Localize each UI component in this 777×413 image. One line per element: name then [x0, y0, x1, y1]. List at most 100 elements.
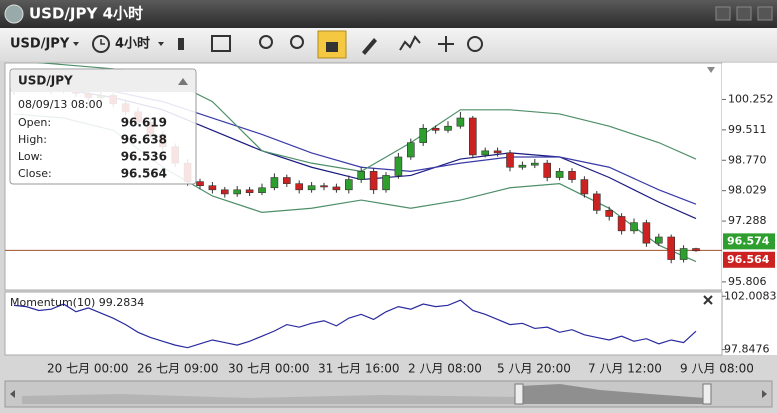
candle-body: [245, 189, 254, 193]
x-tick-label: 20 七月 00:00: [47, 362, 128, 376]
indicator-button[interactable]: [399, 35, 421, 51]
candle-body: [406, 142, 415, 158]
panel-menu[interactable]: [707, 67, 715, 73]
navigator-left-handle[interactable]: [514, 383, 524, 405]
info-value: 96.564: [121, 167, 167, 181]
candle-body: [431, 127, 440, 131]
candle-body: [221, 189, 229, 195]
info-value: 96.619: [121, 116, 167, 130]
candle-body: [357, 171, 366, 180]
y-tick-label: 97.8476: [724, 343, 770, 356]
candle-body: [320, 185, 328, 188]
maximize-button[interactable]: [736, 6, 752, 21]
crosshair-button[interactable]: [438, 36, 454, 52]
y-tick-label: 102.0083: [724, 289, 777, 302]
collapse-button[interactable]: [178, 78, 188, 85]
candle-body: [617, 216, 626, 232]
candle-body: [518, 164, 527, 168]
scroll-right[interactable]: [762, 390, 767, 398]
candle-body: [580, 179, 589, 195]
zoom-out-button[interactable]: [290, 35, 304, 49]
toolbar: [0, 28, 777, 61]
candle-body: [270, 177, 279, 189]
close-indicator[interactable]: [703, 295, 713, 305]
y-tick-label: 95.806: [728, 275, 767, 288]
info-box-frame: [9, 68, 197, 185]
info-label: Low:: [18, 150, 43, 163]
scroll-left[interactable]: [10, 390, 15, 398]
info-date: 08/09/13 08:00: [18, 98, 103, 111]
x-tick-label: 5 八月 20:00: [497, 362, 571, 376]
candle-body: [555, 171, 564, 178]
y-tick-label: 99.511: [728, 123, 767, 136]
candle-body: [332, 186, 341, 191]
candle-body: [258, 187, 266, 193]
dropdown-arrow: [73, 42, 79, 46]
chart-type-button[interactable]: [178, 38, 184, 50]
candle-body: [605, 210, 614, 217]
candle-body: [444, 125, 452, 131]
y-tick-label: 98.770: [728, 153, 767, 166]
y-tick-label: 98.029: [728, 184, 767, 197]
info-label: High:: [18, 133, 47, 146]
y-tick-label: 97.288: [728, 214, 767, 227]
candle-body: [481, 150, 490, 156]
candle-body: [630, 222, 638, 232]
candle-body: [642, 222, 651, 244]
momentum-label: Momentum(10) 99.2834: [10, 296, 144, 309]
minimize-button[interactable]: [715, 6, 731, 21]
navigator-right-handle[interactable]: [702, 383, 712, 405]
price-tag: [723, 233, 775, 250]
x-tick-label: 7 八月 12:00: [588, 362, 662, 376]
candle-body: [456, 117, 465, 127]
info-box-header: [11, 70, 195, 92]
navigator-window: [520, 384, 705, 404]
price-tag-label: 96.574: [727, 234, 770, 247]
candle-body: [208, 185, 217, 191]
candle-body: [369, 171, 378, 191]
price-tag: [723, 251, 775, 268]
candle-body: [382, 175, 390, 191]
candle-body: [307, 185, 316, 191]
x-tick-label: 2 八月 08:00: [408, 362, 482, 376]
info-rows: Open: 96.619 High: 96.638 Low: 96.536 Close: 96…: [18, 116, 167, 181]
info-value: 96.638: [121, 133, 167, 147]
window-title: USD/JPY 4小时: [29, 5, 143, 23]
dropdown-arrow: [158, 42, 164, 46]
close-button[interactable]: [757, 6, 773, 21]
refresh-button[interactable]: [467, 36, 483, 52]
candle-body: [295, 183, 304, 191]
lock-icon: [326, 42, 338, 52]
title-bar: [0, 0, 777, 28]
candle-body: [196, 181, 204, 187]
price-axis: [722, 63, 777, 355]
layout-button[interactable]: [211, 35, 231, 52]
draw-tool-button[interactable]: [362, 38, 377, 55]
candle-body: [468, 117, 477, 156]
x-tick-label: 31 七月 16:00: [318, 362, 399, 376]
info-title: USD/JPY: [18, 74, 73, 88]
navigator-history: [22, 394, 520, 404]
axes: 100.252 99.511 98.770 98.029 97.288 95.806102…: [47, 92, 777, 375]
zoom-in-button[interactable]: [259, 35, 273, 49]
symbol-selector[interactable]: USD/JPY: [10, 37, 70, 52]
candle-body: [233, 189, 241, 195]
candle-body: [493, 150, 502, 154]
candle-body: [568, 171, 576, 180]
clock-icon[interactable]: [92, 35, 110, 53]
candle-body: [692, 248, 700, 252]
info-box: USD/JPY 08/09/13 08:00 Open: 96.619 High: 9…: [9, 68, 197, 185]
candle-body: [679, 248, 688, 260]
y-tick-label: 100.252: [728, 92, 774, 105]
momentum-line: [13, 299, 697, 349]
candle-body: [543, 162, 552, 178]
info-value: 96.536: [121, 150, 167, 164]
timeframe-selector[interactable]: 4小时: [115, 36, 150, 52]
candle-body: [282, 177, 291, 184]
x-tick-label: 26 七月 09:00: [137, 362, 218, 376]
candle-body: [654, 236, 663, 244]
clock-hand: [100, 39, 105, 45]
price-tag-label: 96.564: [727, 253, 770, 266]
